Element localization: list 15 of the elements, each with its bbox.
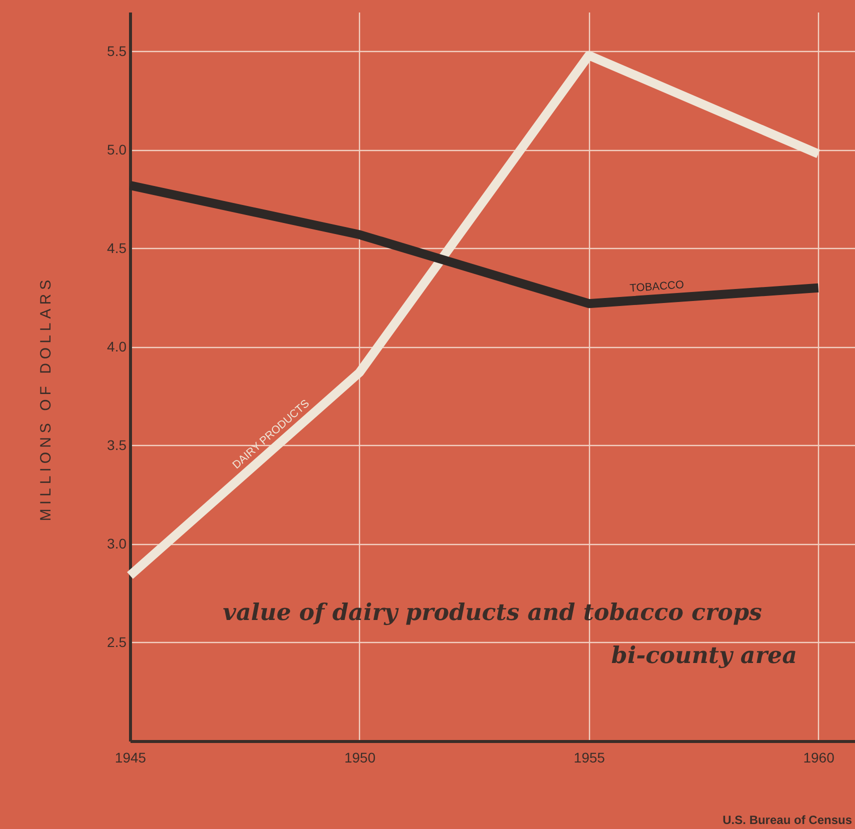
x-tick-label: 1955 [574, 750, 606, 766]
y-tick-label: 5.5 [107, 42, 127, 59]
y-tick-label: 3.5 [107, 436, 127, 453]
y-tick-label: 4.5 [107, 240, 127, 256]
y-tick-label: 3.0 [107, 535, 127, 552]
x-tick-label: 1945 [114, 750, 146, 766]
y-tick-label: 2.5 [107, 634, 127, 650]
x-tick-label: 1960 [803, 750, 835, 766]
y-axis-title: MILLIONS OF DOLLARS [38, 276, 54, 522]
y-tick-label: 4.0 [107, 338, 127, 354]
series-label: TOBACCO [629, 279, 685, 295]
text: bi-county area [611, 642, 797, 669]
text: U.S. Bureau of Census [722, 813, 852, 827]
x-tick-label: 1950 [344, 750, 376, 766]
y-tick-label: 5.0 [107, 141, 127, 158]
